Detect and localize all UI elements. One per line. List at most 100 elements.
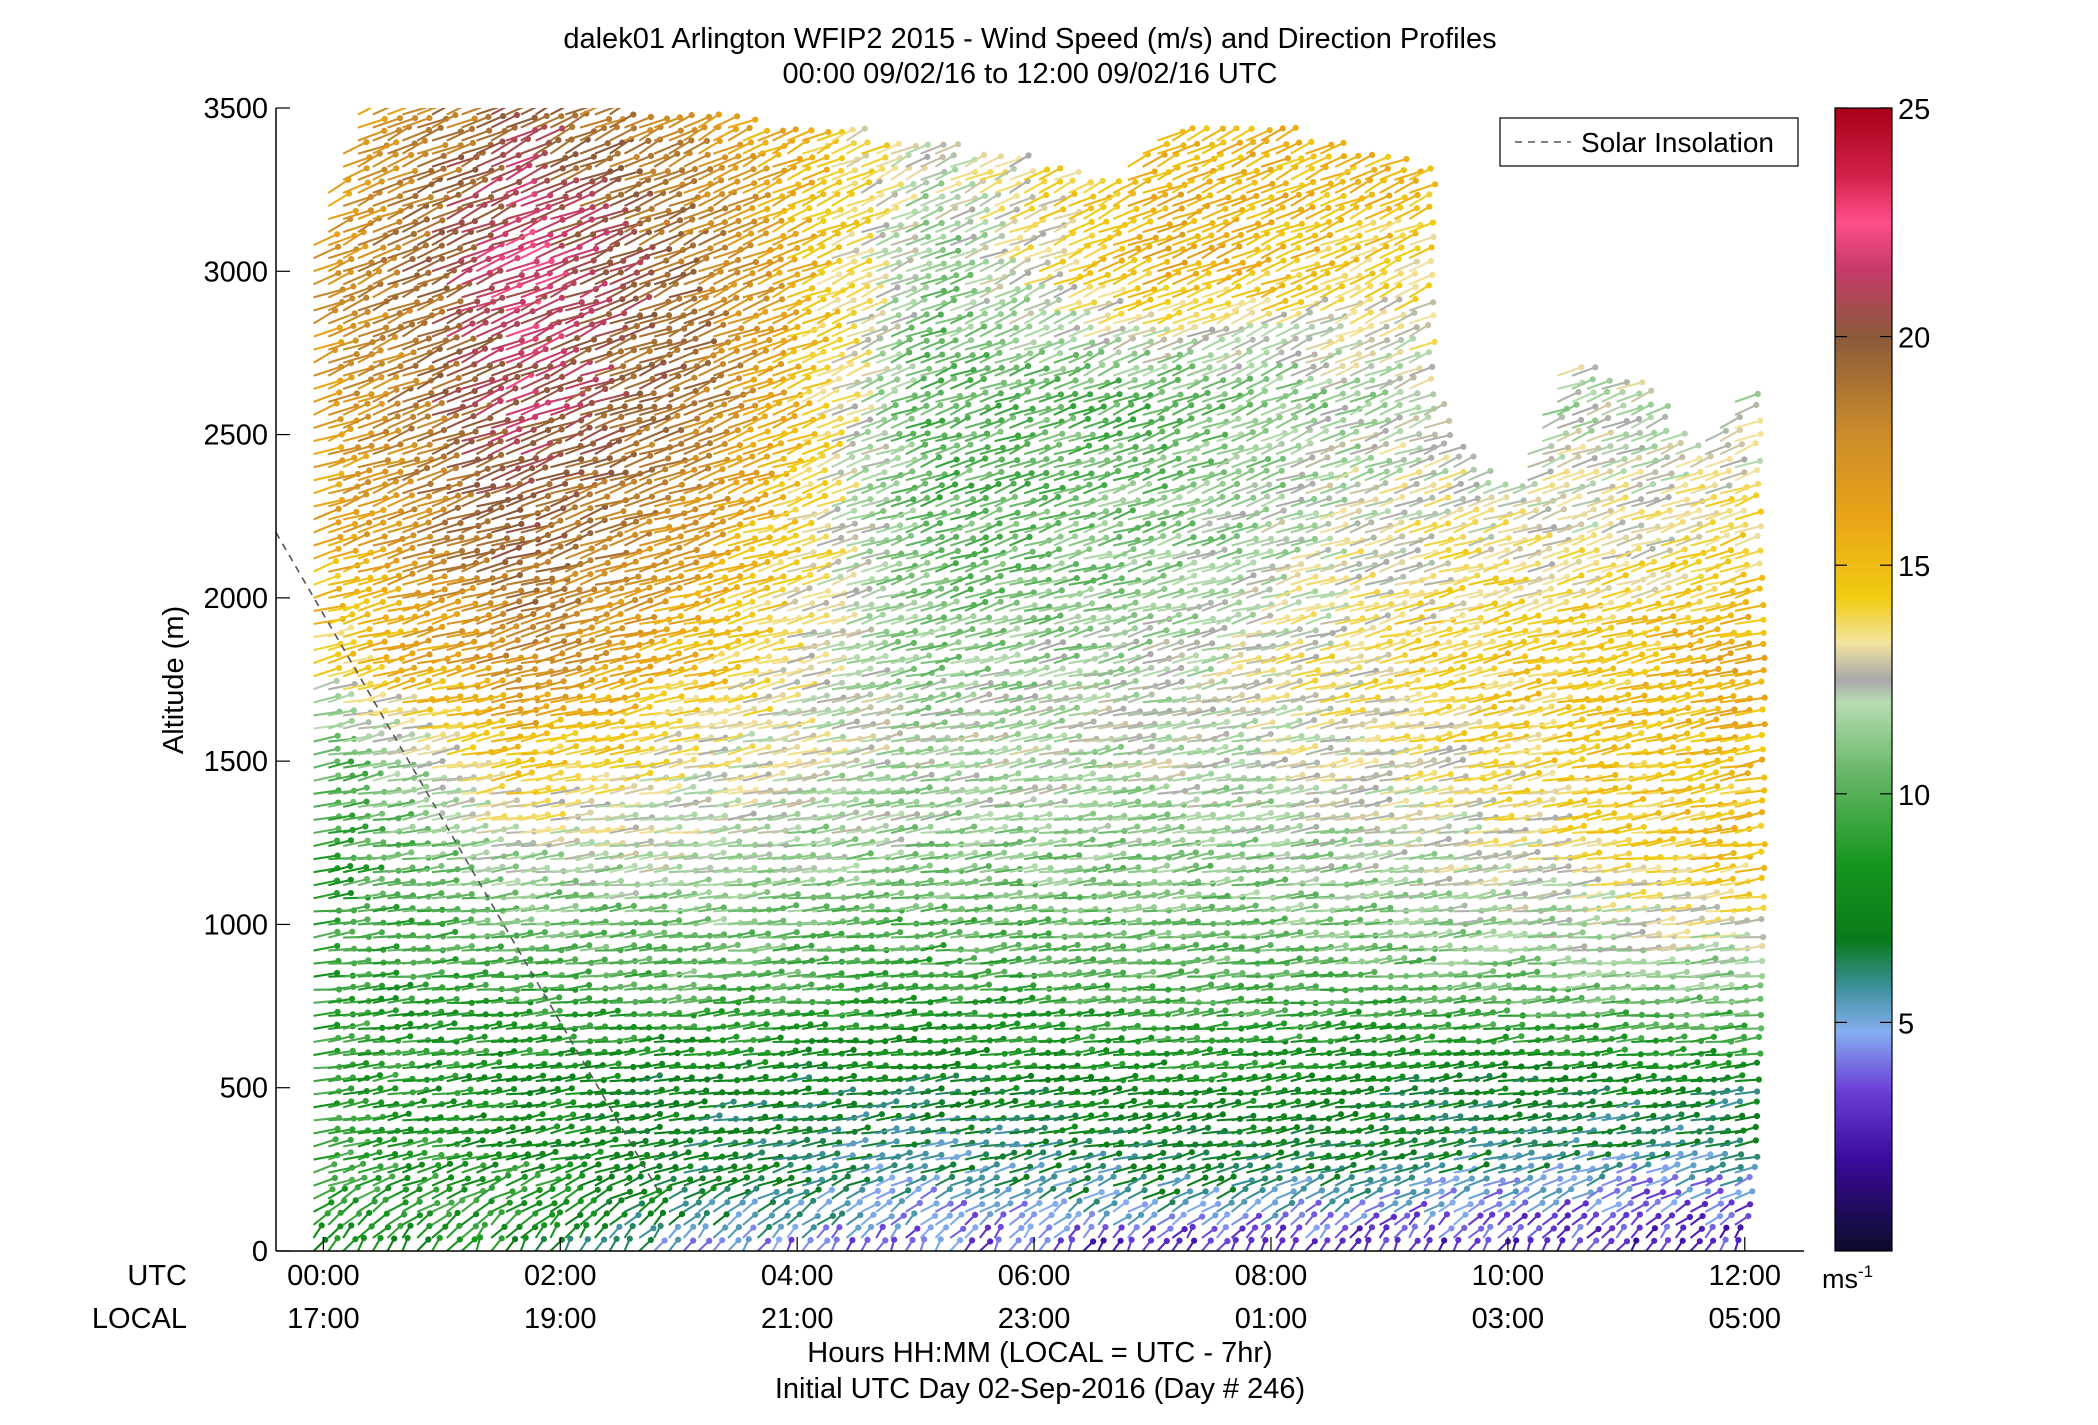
wind-barb-dot <box>348 1085 355 1092</box>
wind-barb-dot <box>440 165 447 172</box>
wind-barb-dot <box>648 269 655 276</box>
wind-barb-dot <box>368 442 375 449</box>
wind-barb-dot <box>462 1160 469 1167</box>
wind-barb-dot <box>614 150 621 157</box>
wind-barb-dot <box>636 168 643 175</box>
wind-barb-shaft <box>328 719 353 730</box>
wind-barb-dot <box>377 100 383 106</box>
wind-barb-dot <box>481 1033 488 1040</box>
wind-barb-dot <box>716 1112 723 1119</box>
wind-barb-dot <box>673 1111 680 1118</box>
wind-barb-dot <box>348 256 355 263</box>
wind-barb-dot <box>733 1033 740 1040</box>
wind-barb-dot <box>743 1174 751 1181</box>
wind-barb-dot <box>424 401 431 408</box>
wind-barb-dot <box>335 519 342 526</box>
wind-barb-dot <box>709 1199 716 1206</box>
wind-barb-dot <box>335 651 342 658</box>
wind-barb-shaft <box>328 1035 352 1044</box>
wind-barb-dot <box>576 586 583 593</box>
wind-barb-shaft <box>313 309 336 325</box>
wind-barb-shaft <box>313 288 343 299</box>
wind-barb-dot <box>434 1200 441 1207</box>
wind-barb-dot <box>555 1098 562 1105</box>
wind-barb-dot <box>735 217 742 225</box>
wind-barb-dot <box>511 1099 519 1106</box>
wind-barb-dot <box>336 481 343 488</box>
wind-barb-dot <box>474 481 481 488</box>
wind-barb-dot <box>469 139 476 147</box>
wind-barb-dot <box>424 230 431 237</box>
wind-barb-dot <box>646 293 653 301</box>
wind-barb-dot <box>453 334 460 341</box>
wind-barb-dot <box>603 943 610 950</box>
wind-barb-dot <box>676 717 684 725</box>
wind-barb-dot <box>572 543 579 550</box>
wind-barb-dot <box>563 1198 570 1205</box>
wind-barb-dot <box>751 864 758 872</box>
wind-barb-dot <box>516 572 524 579</box>
wind-barb-dot <box>336 324 343 331</box>
wind-barb-dot <box>578 469 585 476</box>
wind-barb-dot <box>586 982 593 989</box>
wind-barb-dot <box>618 191 625 198</box>
wind-barb-shaft <box>342 415 369 429</box>
wind-barb-dot <box>621 1211 628 1218</box>
wind-barb-dot <box>352 1236 359 1243</box>
wind-barb-dot <box>546 481 553 488</box>
wind-barb-dot <box>606 1198 613 1205</box>
wind-barb-dot <box>586 424 593 431</box>
wind-barb-dot <box>746 1059 753 1066</box>
wind-barb-dot <box>378 178 385 185</box>
wind-barb-dot <box>381 638 388 645</box>
wind-barb-dot <box>409 731 416 738</box>
wind-barb-dot <box>736 877 743 884</box>
wind-barb-dot <box>677 706 684 713</box>
wind-barb-shaft <box>342 444 372 456</box>
wind-barb-dot <box>749 505 756 512</box>
wind-barb-dot <box>692 519 699 526</box>
wind-barb-dot <box>335 545 342 552</box>
wind-barb-dot <box>557 517 564 524</box>
wind-barb-shaft <box>327 234 355 247</box>
wind-barb-dot <box>376 1072 383 1079</box>
wind-barb-dot <box>348 624 355 631</box>
wind-barb-dot <box>410 413 417 420</box>
wind-barb-dot <box>721 440 728 448</box>
wind-barb-dot <box>543 99 549 105</box>
wind-barb-dot <box>721 219 729 226</box>
wind-barb-dot <box>329 1186 336 1193</box>
wind-barb-dot <box>558 294 566 301</box>
wind-barb-dot <box>602 100 608 106</box>
wind-barb-dot <box>736 625 743 632</box>
wind-barb-dot <box>334 1235 341 1242</box>
wind-barb-dot <box>391 1235 398 1242</box>
wind-barb-dot <box>334 758 341 765</box>
wind-barb-shaft <box>313 326 341 338</box>
wind-barb-dot <box>690 783 697 790</box>
wind-barb-dot <box>378 730 385 737</box>
wind-barb-dot <box>382 324 390 331</box>
wind-barb-dot <box>394 400 401 407</box>
wind-barb-dot <box>678 440 685 447</box>
wind-barb-dot <box>646 348 653 355</box>
wind-barb-dot <box>405 1110 412 1117</box>
wind-barb-dot <box>426 114 433 122</box>
wind-barb-dot <box>466 1151 473 1158</box>
wind-barb-dot <box>604 586 611 593</box>
wind-barb-dot <box>411 506 418 513</box>
wind-barb-dot <box>439 217 446 224</box>
wind-barb-dot <box>338 470 345 477</box>
wind-barb-dot <box>548 258 555 265</box>
wind-barb-dot <box>676 783 683 790</box>
wind-barb-dot <box>552 1148 559 1155</box>
wind-barb-shaft <box>313 402 338 416</box>
wind-barb-dot <box>703 386 710 393</box>
wind-barb-shaft <box>342 983 368 991</box>
wind-barb-dot <box>719 996 727 1003</box>
wind-barb-dot <box>364 916 371 923</box>
wind-barb-dot <box>738 325 745 332</box>
wind-barb-shaft <box>328 892 352 900</box>
wind-barb-dot <box>620 363 627 370</box>
wind-barb-dot <box>603 771 610 778</box>
